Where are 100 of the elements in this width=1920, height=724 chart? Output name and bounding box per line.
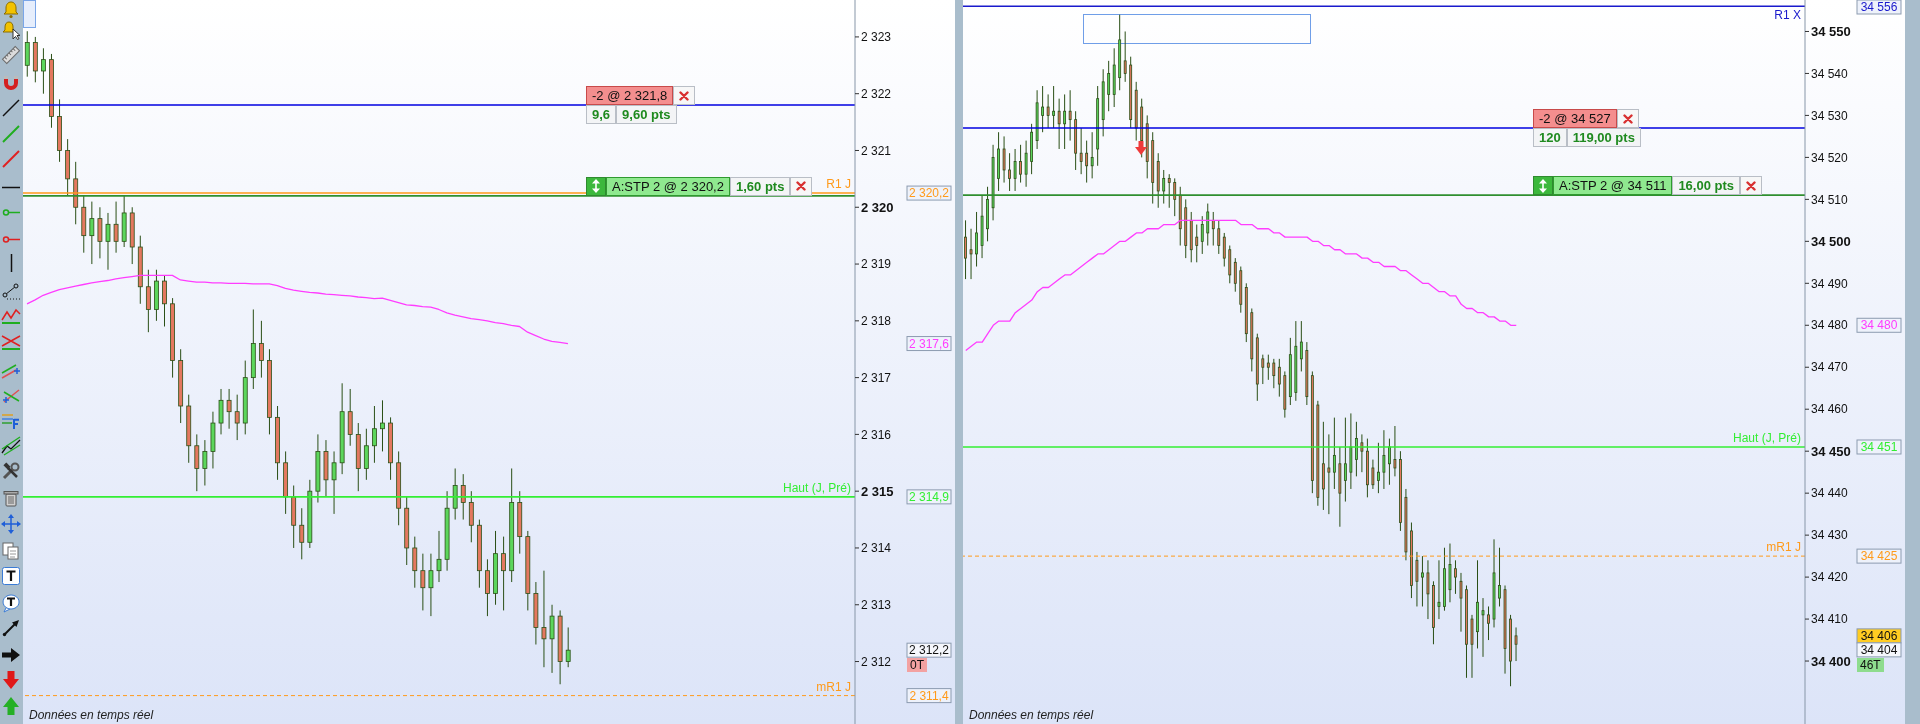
candlestick: [969, 228, 973, 280]
candlestick: [113, 201, 119, 254]
candlestick: [1421, 555, 1424, 607]
candlestick: [299, 507, 305, 560]
candlestick: [1057, 98, 1061, 150]
candlestick: [1173, 177, 1177, 217]
candlestick: [1162, 169, 1166, 205]
y-tick-label: 2 314: [861, 541, 892, 556]
y-tick-label: 34 510: [1811, 192, 1849, 207]
y2-tick-label: 2 314,9: [908, 490, 950, 505]
candlestick: [1079, 127, 1083, 175]
candlestick: [89, 201, 95, 265]
y-tick-label: 34 480: [1811, 318, 1849, 333]
candlestick: [428, 553, 434, 617]
candlestick: [105, 212, 111, 271]
candlestick: [347, 388, 353, 447]
candlestick: [1206, 203, 1210, 247]
y2-tick-label: 2 312,2: [908, 643, 950, 658]
candlestick: [380, 399, 385, 452]
annotation: 9,60 pts: [622, 106, 671, 124]
annotation: 120: [1539, 129, 1561, 146]
candlestick: [1481, 597, 1485, 658]
y2-tick-label: 2 317,6: [908, 336, 950, 351]
y2-tick-label: 34 480: [1860, 318, 1898, 333]
y2-tick-label: 34 406: [1860, 629, 1898, 644]
y-tick-label: 34 460: [1811, 402, 1849, 417]
candlestick: [1266, 354, 1270, 381]
y-tick-label: 34 520: [1811, 150, 1849, 165]
annotation: -2 @ 2 321,8: [592, 87, 668, 105]
candlestick: [202, 439, 208, 487]
annotation: A:STP 2 @ 34 511: [1559, 177, 1667, 195]
candlestick: [1261, 354, 1265, 385]
candlestick: [1046, 93, 1050, 129]
candlestick: [1222, 232, 1226, 268]
candlestick: [1217, 219, 1221, 255]
candlestick: [1388, 438, 1391, 486]
candlestick: [97, 206, 103, 259]
candlestick: [541, 570, 547, 668]
candlestick: [565, 626, 571, 668]
annotation: Données en temps réel: [29, 708, 154, 722]
annotation: -2 @ 34 527: [1539, 110, 1611, 127]
candlestick: [1377, 442, 1380, 494]
candlestick: [145, 269, 151, 333]
candlestick: [1382, 429, 1386, 490]
candlestick: [436, 530, 442, 583]
candlestick: [485, 558, 490, 617]
ref-line-label: mR1 J: [1766, 540, 1801, 555]
candlestick: [372, 405, 377, 464]
candlestick: [1008, 152, 1011, 192]
candlestick: [1415, 551, 1419, 607]
ref-line-label: mR1 J: [816, 679, 851, 694]
y-tick-label: 34 430: [1811, 528, 1849, 543]
candlestick: [412, 536, 418, 589]
candlestick: [1393, 425, 1397, 477]
y-tick-label: 34 440: [1811, 486, 1849, 501]
y-tick-label: 34 550: [1811, 24, 1851, 40]
ref-line-label: Haut (J, Pré): [782, 480, 851, 495]
y-tick-label: 34 420: [1811, 570, 1849, 585]
candlestick: [1354, 421, 1358, 477]
y-tick-label: 2 318: [861, 314, 892, 329]
annotation: 1,60 pts: [735, 177, 785, 195]
candlestick: [1063, 93, 1067, 150]
y-tick-label: 2 320: [861, 199, 894, 215]
y-tick-label: 2 322: [861, 86, 892, 101]
ref-line-label: R1 J: [826, 177, 851, 192]
candlestick: [258, 320, 264, 379]
candlestick: [460, 473, 466, 521]
y2-tick-label: 2 311,4: [909, 688, 949, 703]
candlestick: [1107, 60, 1111, 112]
annotation: A:STP 2 @ 2 320,2: [612, 177, 724, 195]
candlestick: [975, 211, 978, 268]
ref-line-label: Haut (J, Pré): [1732, 430, 1801, 445]
y-tick-label: 2 313: [861, 597, 892, 612]
candlestick: [1437, 559, 1441, 620]
candlestick: [1498, 547, 1501, 607]
y-tick-label: 34 530: [1811, 108, 1849, 123]
candlestick: [1013, 148, 1017, 192]
annotation: 119,00 pts: [1572, 129, 1635, 146]
candlestick: [420, 553, 426, 611]
y-tick-label: 34 470: [1811, 360, 1849, 375]
candlestick: [234, 394, 240, 441]
candlestick: [1195, 224, 1199, 263]
candlestick: [1277, 358, 1281, 398]
y-tick-label: 2 317: [861, 370, 892, 385]
candlestick: [218, 388, 224, 435]
y-tick-label: 2 315: [861, 483, 894, 499]
y2-tick-label: 2 320,2: [908, 186, 950, 201]
y2-tick-label: 34 425: [1860, 549, 1898, 564]
annotation: 9,6: [592, 106, 611, 124]
candlestick: [1085, 140, 1089, 184]
text: 46T: [1860, 657, 1881, 672]
candlestick: [1332, 417, 1336, 490]
candlestick: [1343, 417, 1347, 503]
y-tick-label: 34 410: [1811, 612, 1849, 627]
y-tick-label: 2 321: [861, 143, 892, 158]
annotation: 16,00 pts: [1678, 177, 1735, 195]
candlestick: [363, 428, 369, 481]
candlestick: [549, 604, 555, 674]
candlestick: [1211, 211, 1215, 247]
annotation: Données en temps réel: [969, 708, 1094, 722]
